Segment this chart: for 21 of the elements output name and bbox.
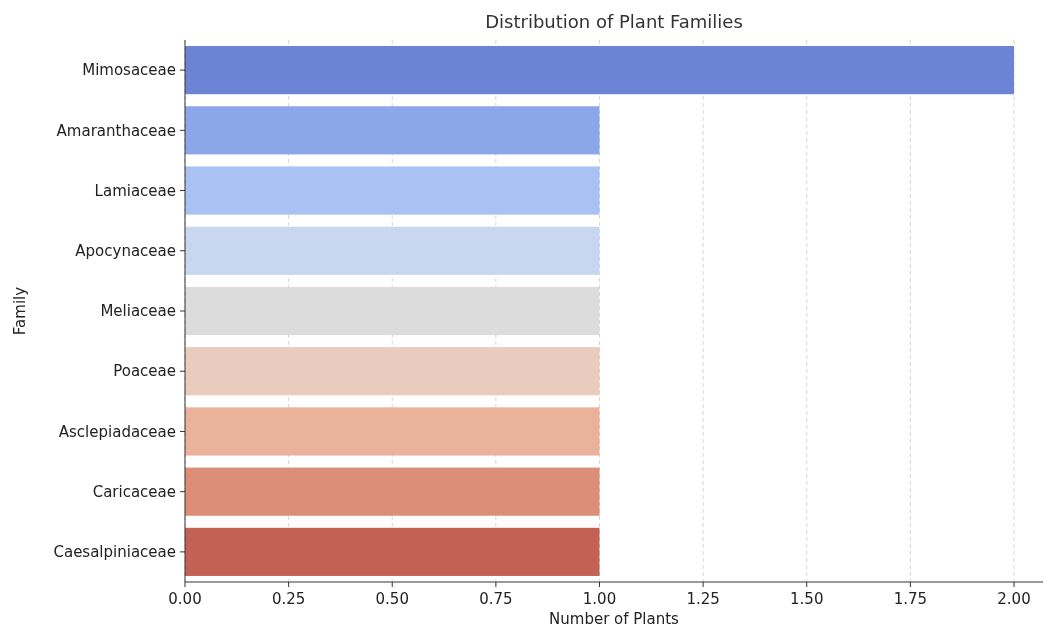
y-tick-label: Mimosaceae <box>82 61 176 80</box>
x-tick-label: 2.00 <box>997 590 1031 608</box>
y-axis-title: Family <box>11 286 29 336</box>
x-tick-label: 1.50 <box>790 590 824 608</box>
y-tick-label: Meliaceae <box>100 302 176 321</box>
y-tick-label: Apocynaceae <box>75 242 176 261</box>
chart-title: Distribution of Plant Families <box>485 11 743 32</box>
y-tick-label: Caricaceae <box>92 482 176 501</box>
x-tick-label: 0.00 <box>168 590 202 608</box>
x-tick-label: 1.25 <box>686 590 720 608</box>
y-tick-label: Asclepiadaceae <box>58 422 176 441</box>
x-tick-label: 0.50 <box>375 590 409 608</box>
y-tick-label: Poaceae <box>113 362 176 381</box>
y-tick-label: Amaranthaceae <box>56 121 176 140</box>
y-tick-label: Lamiaceae <box>94 181 176 200</box>
y-tick-label: Caesalpiniaceae <box>53 543 176 562</box>
x-axis-title: Number of Plants <box>549 610 680 626</box>
x-tick-label: 1.00 <box>582 590 617 608</box>
x-tick-label: 1.75 <box>893 590 928 608</box>
x-tick-label: 0.25 <box>271 590 306 608</box>
x-tick-label: 0.75 <box>479 590 513 608</box>
